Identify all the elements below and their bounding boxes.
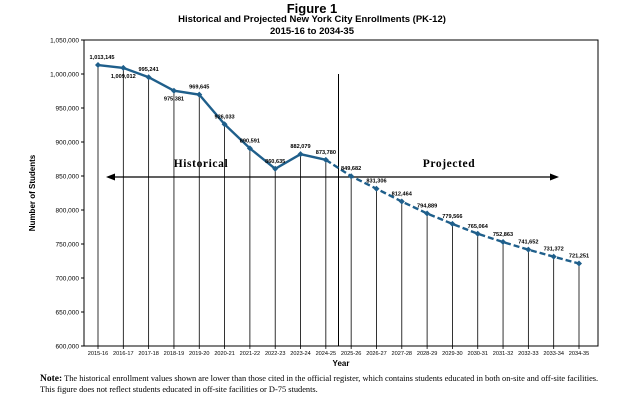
x-tick-label: 2017-18 (138, 351, 159, 357)
projected-label: Projected (423, 158, 475, 170)
x-tick-label: 2029-30 (442, 351, 463, 357)
data-point (297, 151, 304, 158)
x-tick-label: 2034-35 (569, 351, 590, 357)
data-label: 860,635 (265, 159, 285, 165)
data-point (525, 246, 532, 253)
y-tick-label: 800,000 (56, 208, 80, 215)
y-tick-label: 600,000 (56, 344, 80, 351)
series-line-historical (97, 63, 327, 171)
data-point (373, 185, 380, 192)
x-tick-label: 2027-28 (392, 351, 413, 357)
x-tick-label: 2021-22 (240, 351, 261, 357)
data-label: 995,241 (139, 67, 159, 73)
data-point (170, 87, 177, 94)
data-label: 765,064 (468, 224, 489, 230)
y-tick-label: 900,000 (56, 140, 80, 147)
x-tick-label: 2033-34 (543, 351, 564, 357)
x-tick-label: 2020-21 (214, 351, 235, 357)
y-tick-label: 950,000 (56, 106, 80, 113)
data-label: 1,009,012 (111, 74, 136, 80)
data-label: 926,033 (214, 114, 234, 120)
historical-label: Historical (174, 158, 229, 170)
data-label: 969,645 (189, 85, 209, 91)
data-label: 890,591 (240, 138, 260, 144)
x-axis-title: Year (333, 359, 350, 368)
data-label: 731,372 (544, 247, 564, 253)
data-point (550, 253, 557, 260)
data-label: 831,306 (366, 179, 386, 185)
data-point (246, 145, 253, 152)
data-label: 882,079 (290, 144, 310, 150)
data-label: 779,566 (442, 214, 462, 220)
arrowhead-left (106, 173, 115, 181)
data-point (398, 198, 405, 205)
x-tick-label: 2026-27 (366, 351, 387, 357)
data-label: 1,013,145 (90, 55, 115, 61)
y-tick-label: 1,050,000 (50, 38, 79, 45)
data-point (576, 260, 582, 267)
y-tick-label: 1,000,000 (50, 72, 79, 79)
note-text: The historical enrollment values shown a… (40, 374, 599, 394)
data-point (424, 210, 431, 217)
series-line-projected (325, 158, 580, 265)
y-tick-label: 700,000 (56, 276, 80, 283)
data-point (120, 64, 127, 71)
data-point (145, 74, 152, 81)
data-point (500, 239, 507, 246)
x-tick-label: 2018-19 (164, 351, 185, 357)
data-point (95, 62, 101, 69)
data-label: 812,464 (392, 192, 413, 198)
data-point (348, 173, 355, 180)
x-tick-label: 2028-29 (417, 351, 438, 357)
data-label: 975,381 (164, 97, 184, 103)
x-tick-label: 2030-31 (467, 351, 488, 357)
chart-subtitle: Historical and Projected New York City E… (178, 14, 446, 25)
x-tick-label: 2025-26 (341, 351, 362, 357)
data-point (449, 220, 456, 227)
data-point (196, 91, 203, 98)
data-label: 849,682 (341, 166, 361, 172)
data-point (272, 165, 279, 172)
chart-subtitle-years: 2015-16 to 2034-35 (270, 26, 354, 37)
data-label: 752,863 (493, 232, 513, 238)
plot-frame (83, 39, 599, 347)
y-axis-title: Number of Students (28, 154, 37, 231)
x-tick-label: 2016-17 (113, 351, 134, 357)
data-point (221, 121, 228, 128)
data-label: 721,251 (569, 254, 589, 260)
x-tick-label: 2032-33 (518, 351, 539, 357)
data-label: 794,889 (417, 203, 437, 209)
data-label: 873,780 (316, 150, 336, 156)
x-tick-label: 2022-23 (265, 351, 286, 357)
note-label: Note: (40, 374, 63, 384)
y-tick-label: 850,000 (56, 174, 80, 181)
data-label: 741,652 (518, 240, 538, 246)
chart-title: Figure 1 (286, 1, 338, 16)
y-tick-label: 650,000 (56, 310, 80, 317)
x-tick-label: 2024-25 (316, 351, 337, 357)
x-tick-label: 2019-20 (189, 351, 210, 357)
y-tick-label: 750,000 (56, 242, 80, 249)
data-point (322, 156, 329, 163)
x-tick-label: 2015-16 (88, 351, 109, 357)
footnote: Note: The historical enrollment values s… (40, 374, 600, 395)
x-tick-label: 2031-32 (493, 351, 514, 357)
x-tick-label: 2023-24 (290, 351, 311, 357)
data-point (474, 230, 481, 237)
arrowhead-right (550, 173, 559, 181)
